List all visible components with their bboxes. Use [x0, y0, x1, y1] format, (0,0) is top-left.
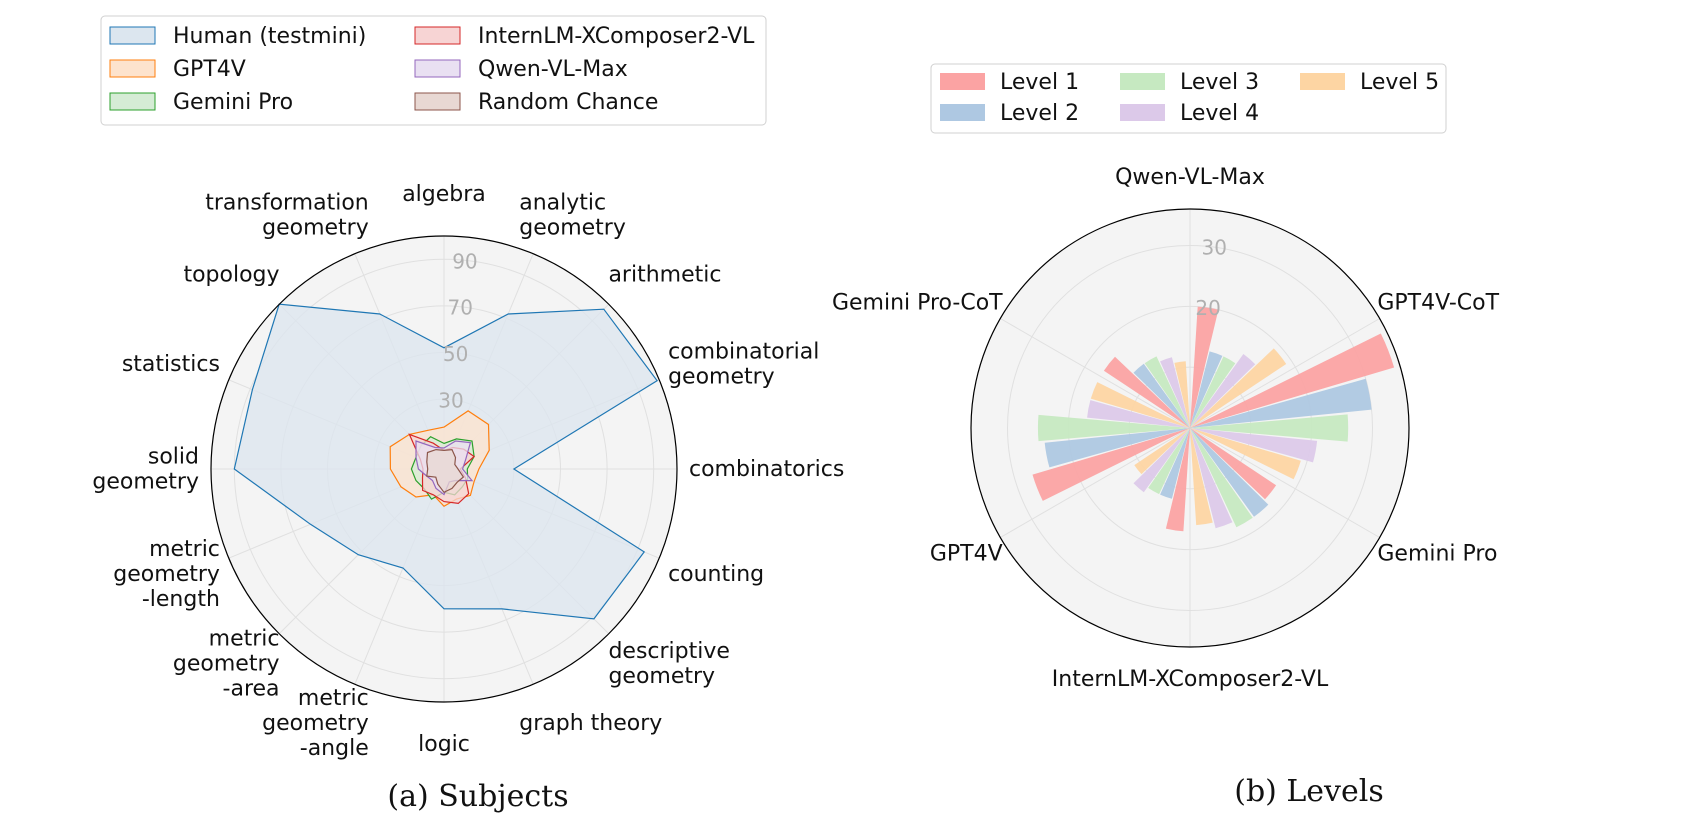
polar-bar-1-level-3 [1190, 414, 1349, 442]
levels-legend-label: Level 1 [1000, 70, 1079, 95]
subjects-legend-swatch [109, 92, 156, 111]
polar-bar-4-level-3 [1037, 414, 1190, 442]
radar-category-label: combinatorics [689, 457, 844, 482]
radar-category-label: analytic geometry [519, 190, 626, 240]
polar-bar-3-level-4 [1133, 428, 1190, 493]
polar-bar-5-level-1 [1103, 356, 1190, 428]
polar-bar-4-level-5 [1090, 382, 1190, 428]
polar-bar-1-level-1 [1190, 333, 1395, 428]
polar-bar-0-level-5 [1190, 348, 1287, 428]
subjects-caption: (a) Subjects [387, 779, 568, 814]
polar-bar-2-level-2 [1190, 428, 1269, 517]
polar-category-label: GPT4V [930, 542, 1003, 567]
polar-bar-2-level-1 [1190, 428, 1277, 500]
radar-tick-label: 70 [448, 296, 473, 320]
polar-tick-label: 30 [1201, 235, 1226, 259]
polar-bar-1-level-4 [1190, 428, 1318, 463]
radar-category-label: solid geometry [92, 445, 199, 495]
subjects-radar-chart: 30 50 70 90 algebra analytic geometry arithmeti… [92, 182, 844, 761]
radar-category-label: statistics [122, 352, 220, 377]
polar-bar-5-level-5 [1174, 361, 1190, 428]
subjects-legend-label: Qwen-VL-Max [478, 57, 628, 82]
radar-category-label: transformation geometry [205, 190, 368, 240]
radar-category-label: topology [183, 263, 279, 288]
subjects-legend-swatch [414, 92, 461, 111]
levels-legend-swatch [1120, 73, 1165, 90]
radar-category-label: metric geometry -area [173, 626, 280, 701]
levels-legend-swatch [1120, 104, 1165, 121]
subjects-legend-swatch [109, 59, 156, 78]
polar-spoke [1000, 427, 1191, 538]
subjects-legend-swatch [414, 26, 461, 45]
radar-category-label: graph theory [519, 711, 662, 736]
levels-legend: Level 1 Level 2 Level 3 Level 4 Level 5 [930, 63, 1447, 134]
subjects-legend: Human (testmini) GPT4V Gemini Pro InternLM-… [100, 15, 767, 126]
polar-category-label: GPT4V-CoT [1377, 291, 1499, 316]
subjects-legend-swatch [414, 59, 461, 78]
polar-bar-0-level-2 [1190, 351, 1223, 428]
radar-category-label: metric geometry -length [113, 537, 220, 612]
radar-category-label: algebra [402, 182, 486, 207]
polar-spoke [1189, 318, 1380, 429]
levels-legend-label: Level 4 [1180, 101, 1259, 126]
levels-legend-label: Level 2 [1000, 101, 1079, 126]
radar-outer-ring [210, 235, 678, 703]
polar-bar-0-level-3 [1190, 356, 1236, 428]
polar-bar-3-level-5 [1134, 428, 1190, 475]
polar-bar-3-level-3 [1148, 428, 1190, 495]
polar-bar-5-level-4 [1160, 357, 1190, 428]
polar-category-label: Qwen-VL-Max [1115, 165, 1265, 190]
levels-legend-swatch [940, 104, 985, 121]
polar-bar-2-level-4 [1190, 428, 1233, 529]
polar-bar-5-level-2 [1133, 363, 1190, 428]
polar-bar-4-level-2 [1044, 428, 1190, 468]
polar-bar-4-level-1 [1032, 428, 1190, 501]
subjects-legend-label: GPT4V [173, 57, 246, 82]
polar-bar-2-level-3 [1190, 428, 1253, 528]
levels-legend-swatch [1300, 73, 1345, 90]
polar-bar-0-level-4 [1190, 354, 1256, 428]
radar-series-5 [426, 448, 465, 494]
levels-legend-swatch [940, 73, 985, 90]
levels-legend-label: Level 5 [1360, 70, 1439, 95]
radar-tick-label: 50 [443, 342, 468, 366]
polar-category-label: Gemini Pro-CoT [832, 291, 1003, 316]
radar-category-label: arithmetic [608, 263, 721, 288]
levels-polar-bar-chart: 20 30 Qwen-VL-Max GPT4V-CoT Gemini Pro Intern… [832, 165, 1500, 692]
polar-outer-ring [970, 208, 1410, 648]
polar-bar-1-level-2 [1190, 378, 1372, 428]
polar-bar-3-level-1 [1165, 428, 1190, 532]
radar-category-label: combinatorial geometry [668, 339, 819, 389]
subjects-legend-label: Random Chance [478, 90, 658, 115]
subjects-legend-swatch [109, 26, 156, 45]
subjects-legend-label: InternLM-XComposer2-VL [478, 24, 755, 49]
polar-bar-1-level-5 [1190, 428, 1301, 480]
polar-bar-3-level-2 [1160, 428, 1190, 499]
radar-category-label: metric geometry -angle [262, 686, 369, 761]
polar-bar-0-level-1 [1190, 306, 1219, 428]
radar-category-label: logic [418, 732, 470, 757]
levels-legend-label: Level 3 [1180, 70, 1259, 95]
polar-bar-5-level-3 [1144, 356, 1190, 428]
radar-tick-label: 90 [452, 249, 477, 273]
polar-spoke [1000, 318, 1191, 429]
radar-tick-label: 30 [438, 388, 463, 412]
subjects-legend-label: Human (testmini) [173, 24, 366, 49]
levels-caption: (b) Levels [1234, 774, 1384, 809]
polar-category-label: Gemini Pro [1377, 542, 1497, 567]
polar-bar-2-level-5 [1190, 428, 1213, 526]
polar-bar-4-level-4 [1087, 400, 1190, 428]
polar-tick-label: 20 [1195, 296, 1220, 320]
radar-category-label: descriptive geometry [608, 639, 729, 689]
radar-category-label: counting [668, 562, 764, 587]
subjects-legend-label: Gemini Pro [173, 90, 293, 115]
polar-category-label: InternLM-XComposer2-VL [1052, 667, 1329, 692]
polar-spoke [1189, 427, 1380, 538]
